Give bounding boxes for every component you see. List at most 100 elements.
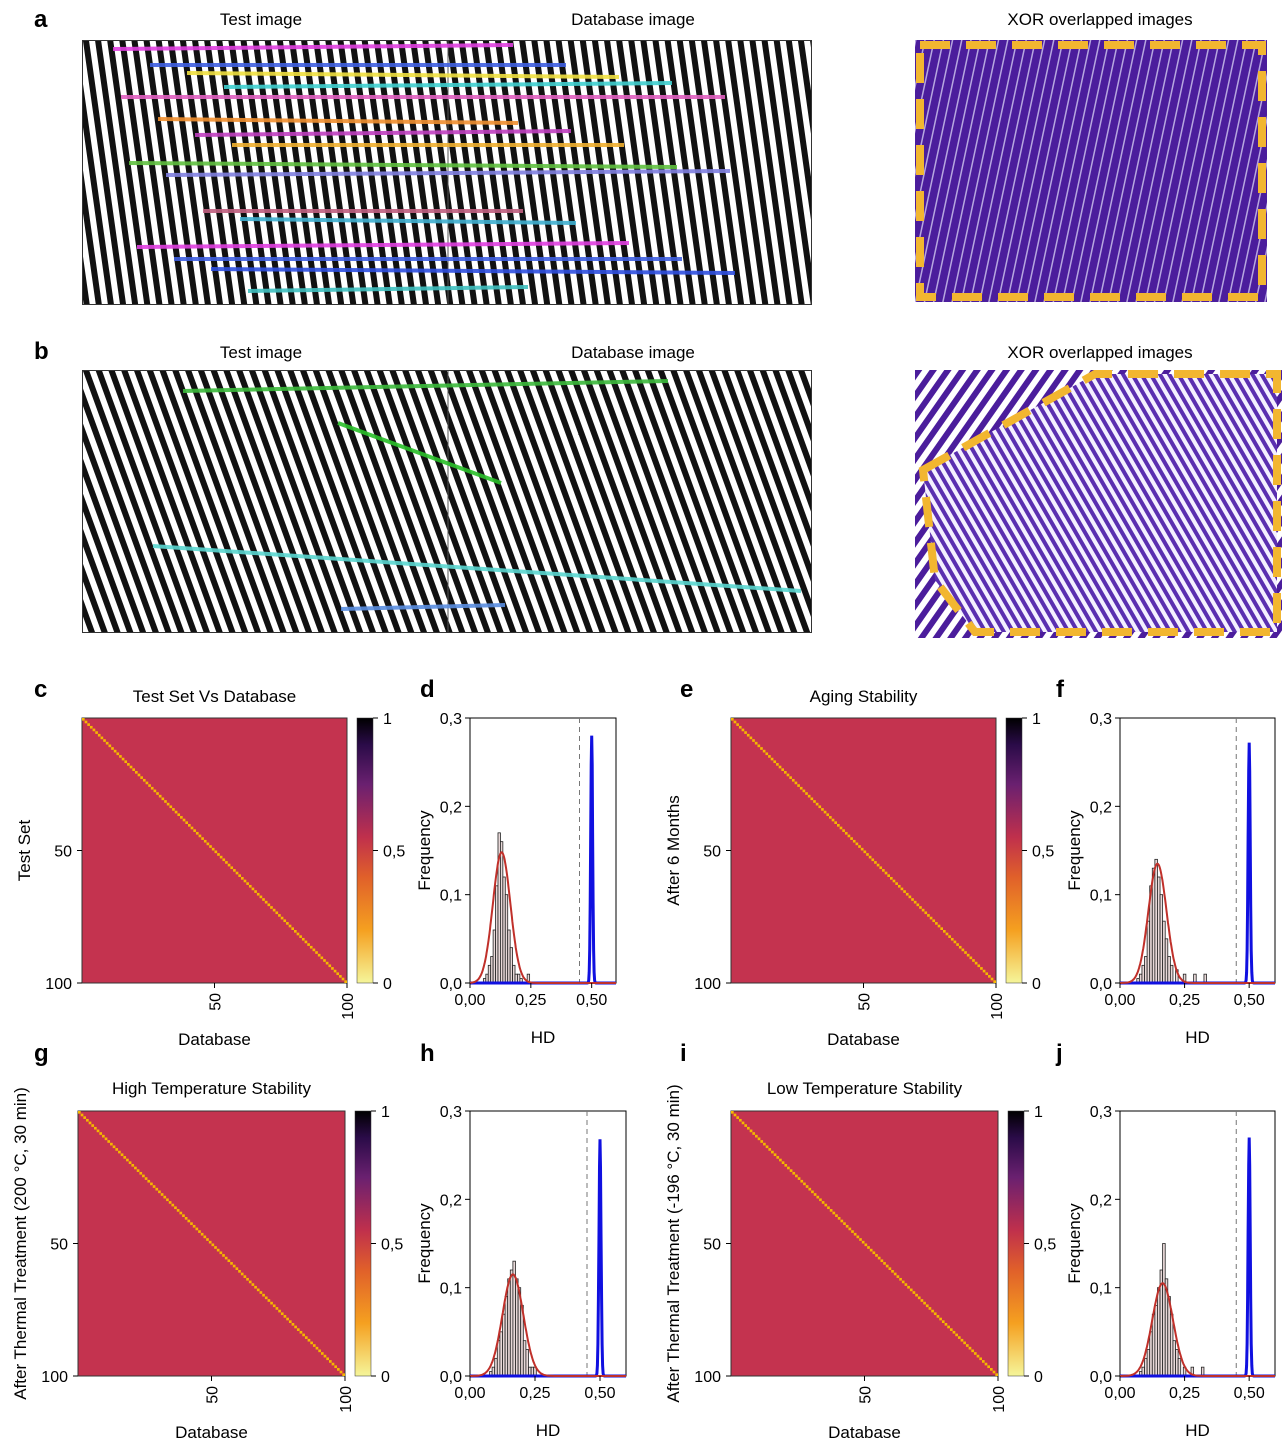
diagonal-cell xyxy=(920,1299,924,1302)
diagonal-cell xyxy=(883,1262,886,1265)
diagonal-cell xyxy=(326,1357,329,1361)
diagonal-cell xyxy=(907,1285,910,1289)
x-tick-label: 50 xyxy=(857,993,874,1011)
diagonal-cell xyxy=(860,847,864,851)
diagonal-cell xyxy=(317,953,321,957)
diagonal-cell xyxy=(947,1325,950,1329)
diagonal-cell xyxy=(990,977,994,981)
heatmap-title-i: Low Temperature Stability xyxy=(767,1079,963,1098)
diagonal-cell xyxy=(949,1328,953,1331)
x-tick-label: 0,50 xyxy=(1234,1385,1265,1402)
diagonal-cell xyxy=(135,771,138,774)
x-tick-label: 0,25 xyxy=(1169,992,1200,1009)
diagonal-cell xyxy=(214,850,218,854)
diagonal-cell xyxy=(912,1291,916,1294)
diagonal-cell xyxy=(915,1293,918,1297)
diagonal-cell xyxy=(243,1275,247,1278)
diagonal-cell xyxy=(233,869,236,872)
histogram-j: 0,0 0,1 0,2 0,3 0,00 0,25 0,50 HD Frequency xyxy=(1065,1104,1276,1439)
diagonal-cell xyxy=(187,1219,191,1223)
diagonal-cell xyxy=(209,845,212,848)
panel-label-b: b xyxy=(34,338,49,365)
hist-bar xyxy=(1177,1357,1182,1377)
colorbar-tick-label: 1 xyxy=(1032,711,1041,728)
diagonal-cell xyxy=(952,1330,956,1334)
xor-title-b: XOR overlapped images xyxy=(1007,343,1193,362)
diagonal-cell xyxy=(868,855,872,859)
colorbar-tick-label: 0,5 xyxy=(1034,1237,1056,1254)
diagonal-cell xyxy=(294,1325,297,1329)
diagonal-cell xyxy=(799,786,803,790)
y-tick-label: 0,1 xyxy=(440,1281,462,1298)
diagonal-cell xyxy=(843,1222,846,1225)
diagonal-cell xyxy=(880,1259,884,1263)
diagonal-cell xyxy=(786,773,790,777)
diagonal-cell xyxy=(744,1124,748,1127)
panel-label-a: a xyxy=(34,6,48,33)
diagonal-cell xyxy=(206,842,210,846)
diagonal-cell xyxy=(83,1116,87,1119)
diagonal-cell xyxy=(864,1243,868,1247)
x-axis-label-h: HD xyxy=(536,1421,561,1439)
diagonal-cell xyxy=(901,1280,905,1284)
diagonal-cell xyxy=(163,1195,167,1199)
y-tick-label: 0,0 xyxy=(440,976,462,993)
diagonal-cell xyxy=(119,755,122,758)
diagonal-cell xyxy=(190,1222,193,1225)
diagonal-cell xyxy=(877,1256,881,1260)
diagonal-cell xyxy=(855,842,859,846)
x-tick-label: 100 xyxy=(340,993,357,1020)
diagonal-cell xyxy=(195,831,199,835)
diagonal-cell xyxy=(299,935,302,938)
diagonal-cell xyxy=(950,937,954,941)
diagonal-cell xyxy=(995,1373,998,1376)
colorbar-g xyxy=(354,1110,372,1377)
diagonal-cell xyxy=(174,1206,177,1210)
diagonal-cell xyxy=(91,1124,95,1127)
heatmap-title-e: Aging Stability xyxy=(810,687,918,706)
diagonal-cell xyxy=(225,861,228,864)
diagonal-cell xyxy=(158,794,162,798)
diagonal-cell xyxy=(96,1129,100,1133)
diagonal-cell xyxy=(301,937,305,941)
diagonal-cell xyxy=(961,948,965,952)
stripe-pattern-a xyxy=(83,41,811,304)
diagonal-cell xyxy=(899,1277,902,1281)
heatmap-title-c: Test Set Vs Database xyxy=(133,687,296,706)
diagonal-cell xyxy=(155,1187,159,1191)
diagonal-cell xyxy=(286,922,289,925)
diagonal-cell xyxy=(928,1307,932,1310)
diagonal-cell xyxy=(831,818,835,822)
diagonal-cell xyxy=(331,967,334,970)
diagonal-cell xyxy=(323,1354,327,1358)
diagonal-cell xyxy=(797,784,800,787)
diagonal-cell xyxy=(738,725,742,729)
diagonal-cell xyxy=(807,794,811,798)
x-tick-label: 0,50 xyxy=(584,1385,615,1402)
diagonal-cell xyxy=(773,1153,777,1157)
diagonal-cell xyxy=(816,1195,820,1199)
diagonal-cell xyxy=(110,1142,113,1146)
diagonal-cell xyxy=(973,1352,977,1355)
test-image-title-a: Test image xyxy=(219,10,303,29)
diagonal-cell xyxy=(103,739,106,742)
diagonal-cell xyxy=(810,797,814,801)
diagonal-cell xyxy=(251,887,255,891)
diagonal-cell xyxy=(927,914,930,917)
diagonal-cell xyxy=(890,877,893,880)
diagonal-cell xyxy=(842,829,845,832)
inter-fit-curve-d xyxy=(470,735,616,985)
diagonal-cell xyxy=(147,1179,151,1183)
diagonal-cell xyxy=(240,1272,244,1276)
intra-histogram-bars-h xyxy=(489,1260,537,1377)
diagonal-cell xyxy=(821,808,824,811)
diagonal-cell xyxy=(929,916,933,920)
diagonal-cell xyxy=(835,1214,838,1217)
diagonal-cell xyxy=(185,821,188,824)
diagonal-cell xyxy=(259,895,263,899)
histogram-h: 0,0 0,1 0,2 0,3 0,00 0,25 0,50 HD Frequency xyxy=(415,1104,627,1439)
diagonal-cell xyxy=(309,945,313,949)
diagonal-cell xyxy=(150,786,154,790)
diagonal-cell xyxy=(286,1317,289,1321)
diagonal-cell xyxy=(334,1365,337,1369)
